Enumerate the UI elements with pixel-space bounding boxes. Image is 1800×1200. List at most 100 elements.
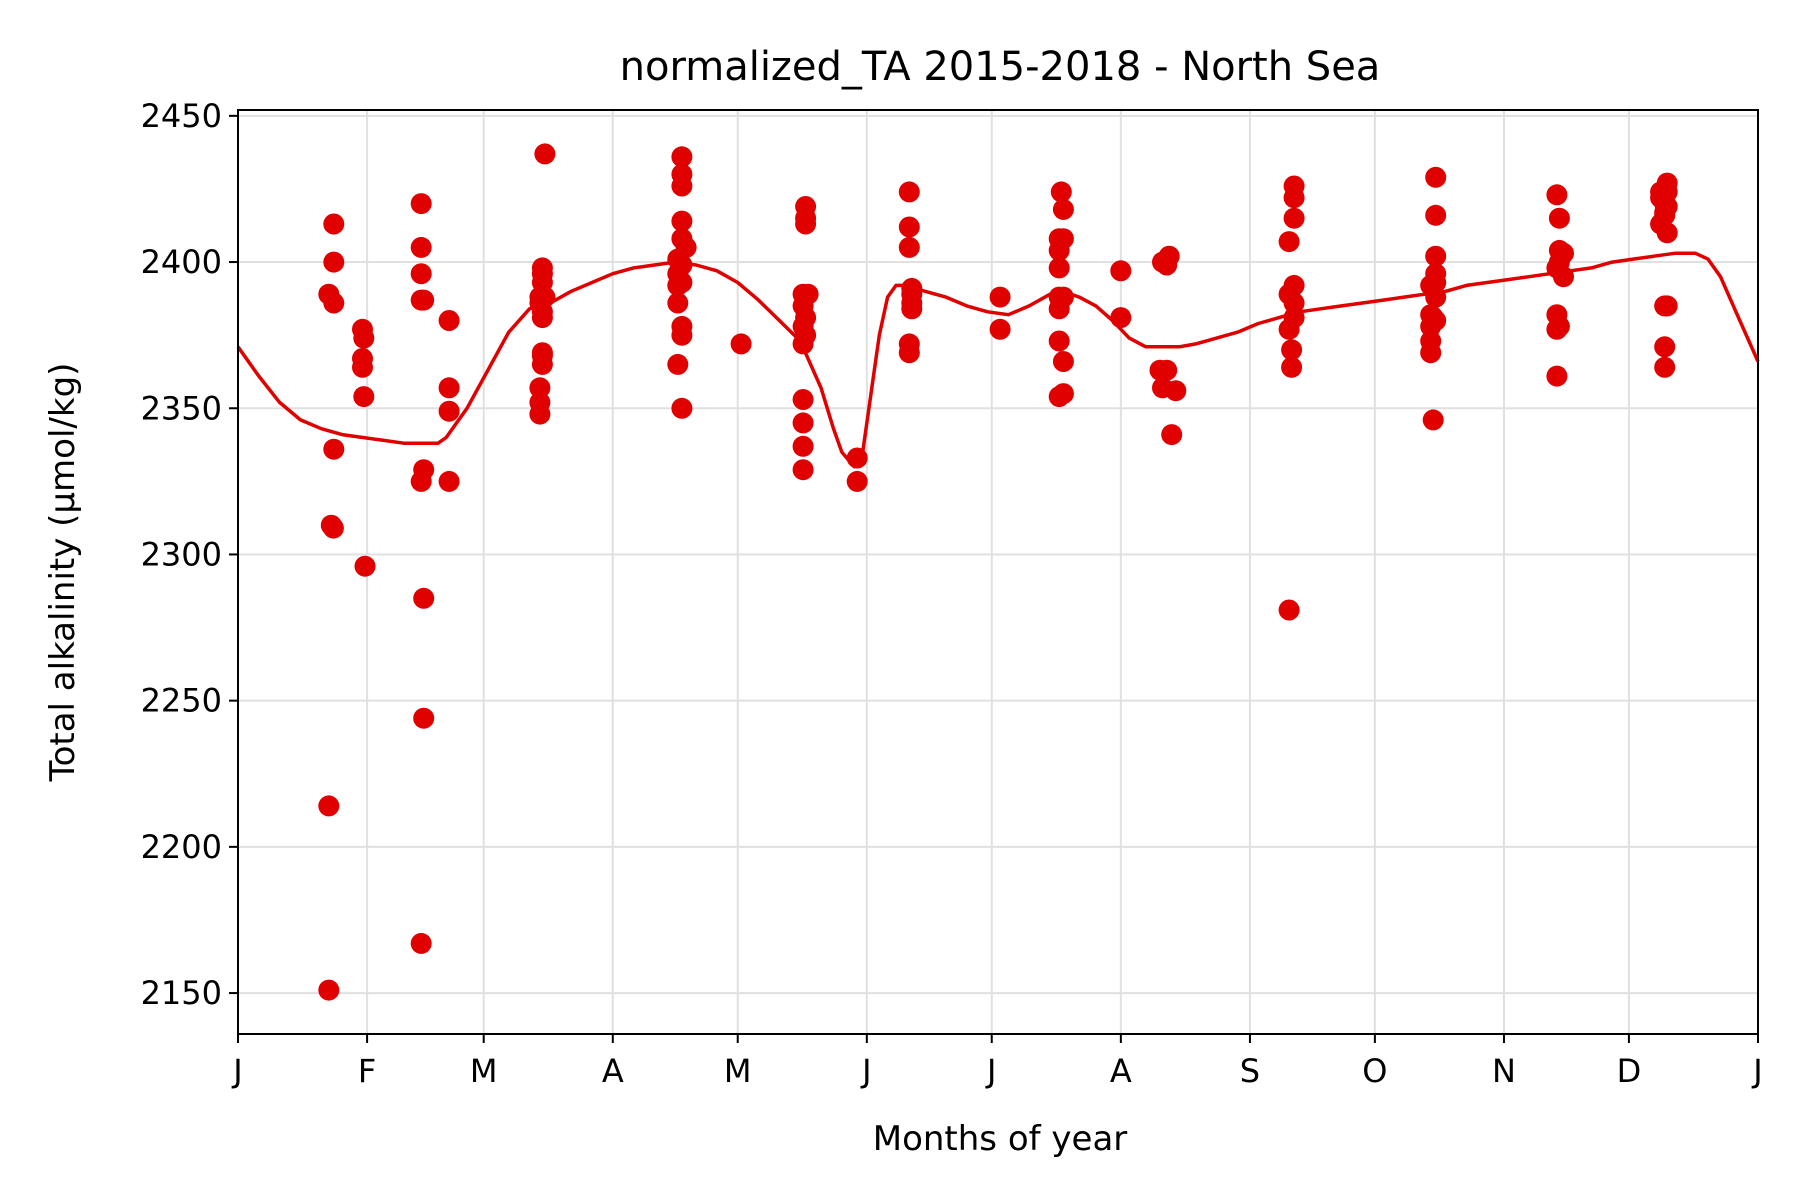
data-point bbox=[671, 228, 693, 250]
y-tick-label: 2400 bbox=[141, 243, 222, 281]
data-point bbox=[1110, 260, 1132, 282]
data-point bbox=[353, 386, 375, 408]
y-tick-label: 2300 bbox=[141, 535, 222, 573]
data-point bbox=[438, 400, 460, 422]
data-point bbox=[792, 412, 814, 434]
data-point bbox=[792, 435, 814, 457]
x-tick-label: S bbox=[1240, 1052, 1260, 1090]
x-tick-label: J bbox=[985, 1052, 996, 1090]
y-tick-label: 2200 bbox=[141, 828, 222, 866]
scatter-points bbox=[318, 143, 1678, 1001]
y-tick-label: 2350 bbox=[141, 389, 222, 427]
data-point bbox=[323, 251, 345, 273]
data-point bbox=[1650, 181, 1672, 203]
chart-title: normalized_TA 2015-2018 - North Sea bbox=[620, 44, 1381, 90]
fit-line bbox=[236, 251, 1760, 469]
data-point bbox=[438, 470, 460, 492]
data-point bbox=[671, 210, 693, 232]
data-point bbox=[1048, 257, 1070, 279]
data-point bbox=[413, 459, 435, 481]
data-point bbox=[534, 143, 556, 165]
data-point bbox=[1420, 330, 1442, 352]
data-point bbox=[1278, 599, 1300, 621]
data-point bbox=[1425, 245, 1447, 267]
data-point bbox=[1052, 228, 1074, 250]
data-point bbox=[1052, 383, 1074, 405]
data-point bbox=[413, 707, 435, 729]
data-point bbox=[730, 333, 752, 355]
data-point bbox=[1281, 356, 1303, 378]
data-point bbox=[1654, 356, 1676, 378]
data-point bbox=[354, 555, 376, 577]
x-tick-label: J bbox=[860, 1052, 871, 1090]
data-point bbox=[797, 283, 819, 305]
data-point bbox=[1654, 204, 1676, 226]
data-point bbox=[352, 348, 373, 369]
data-point bbox=[1283, 292, 1305, 314]
x-tick-label: D bbox=[1617, 1052, 1642, 1090]
data-point bbox=[1052, 351, 1074, 372]
data-point bbox=[531, 257, 553, 279]
data-point bbox=[1425, 286, 1447, 308]
x-axis-title: Months of year bbox=[873, 1119, 1128, 1159]
data-point bbox=[323, 292, 345, 314]
data-point bbox=[1553, 242, 1574, 264]
data-point bbox=[318, 795, 340, 817]
x-tick-label: A bbox=[1110, 1052, 1132, 1090]
y-tick-label: 2150 bbox=[141, 974, 222, 1012]
data-point bbox=[671, 397, 693, 419]
data-point bbox=[846, 447, 868, 469]
data-point bbox=[1656, 295, 1678, 317]
data-point bbox=[671, 163, 693, 185]
data-point bbox=[989, 318, 1011, 340]
axes: J F M A M J J A S O N D J 2150 2200 2250 2300 2350 2400 245… bbox=[141, 97, 1763, 1090]
data-point bbox=[1052, 198, 1074, 220]
data-point bbox=[898, 236, 920, 258]
data-point bbox=[1546, 365, 1568, 387]
data-point bbox=[898, 333, 920, 355]
data-point bbox=[1548, 315, 1570, 337]
x-tick-label: F bbox=[358, 1052, 376, 1090]
data-point bbox=[1546, 184, 1568, 206]
data-point bbox=[1281, 339, 1303, 361]
data-point bbox=[410, 236, 432, 258]
data-point bbox=[1165, 380, 1187, 402]
x-tick-label: M bbox=[470, 1052, 498, 1090]
data-point bbox=[1283, 175, 1305, 197]
data-point bbox=[1161, 424, 1183, 446]
data-point bbox=[1048, 330, 1070, 352]
data-point bbox=[410, 263, 432, 285]
data-point bbox=[318, 979, 340, 1001]
data-point bbox=[1548, 207, 1570, 229]
x-tick-label: O bbox=[1362, 1052, 1387, 1090]
data-point bbox=[1158, 245, 1180, 267]
data-point bbox=[795, 196, 817, 217]
data-point bbox=[410, 193, 432, 215]
x-tick-label: A bbox=[602, 1052, 624, 1090]
data-point bbox=[529, 377, 551, 399]
data-point bbox=[323, 438, 345, 460]
x-tick-label: J bbox=[1751, 1052, 1762, 1090]
data-point bbox=[901, 277, 923, 299]
data-point bbox=[1110, 307, 1132, 329]
data-point bbox=[1052, 286, 1074, 308]
data-point bbox=[438, 310, 460, 331]
data-point bbox=[667, 353, 689, 375]
data-point bbox=[413, 289, 435, 311]
data-point bbox=[792, 459, 814, 481]
x-tick-label: N bbox=[1492, 1052, 1516, 1090]
data-point bbox=[413, 587, 435, 609]
data-point bbox=[438, 377, 460, 399]
data-point bbox=[1050, 181, 1072, 203]
data-point bbox=[792, 389, 814, 410]
data-point bbox=[898, 216, 920, 238]
fit-line-group bbox=[236, 251, 1760, 469]
data-point bbox=[898, 181, 920, 203]
data-point bbox=[1425, 263, 1447, 285]
data-point bbox=[323, 213, 345, 235]
data-point bbox=[410, 932, 432, 954]
x-tick-label: J bbox=[231, 1052, 242, 1090]
data-point bbox=[1425, 166, 1447, 188]
data-point bbox=[529, 391, 551, 413]
